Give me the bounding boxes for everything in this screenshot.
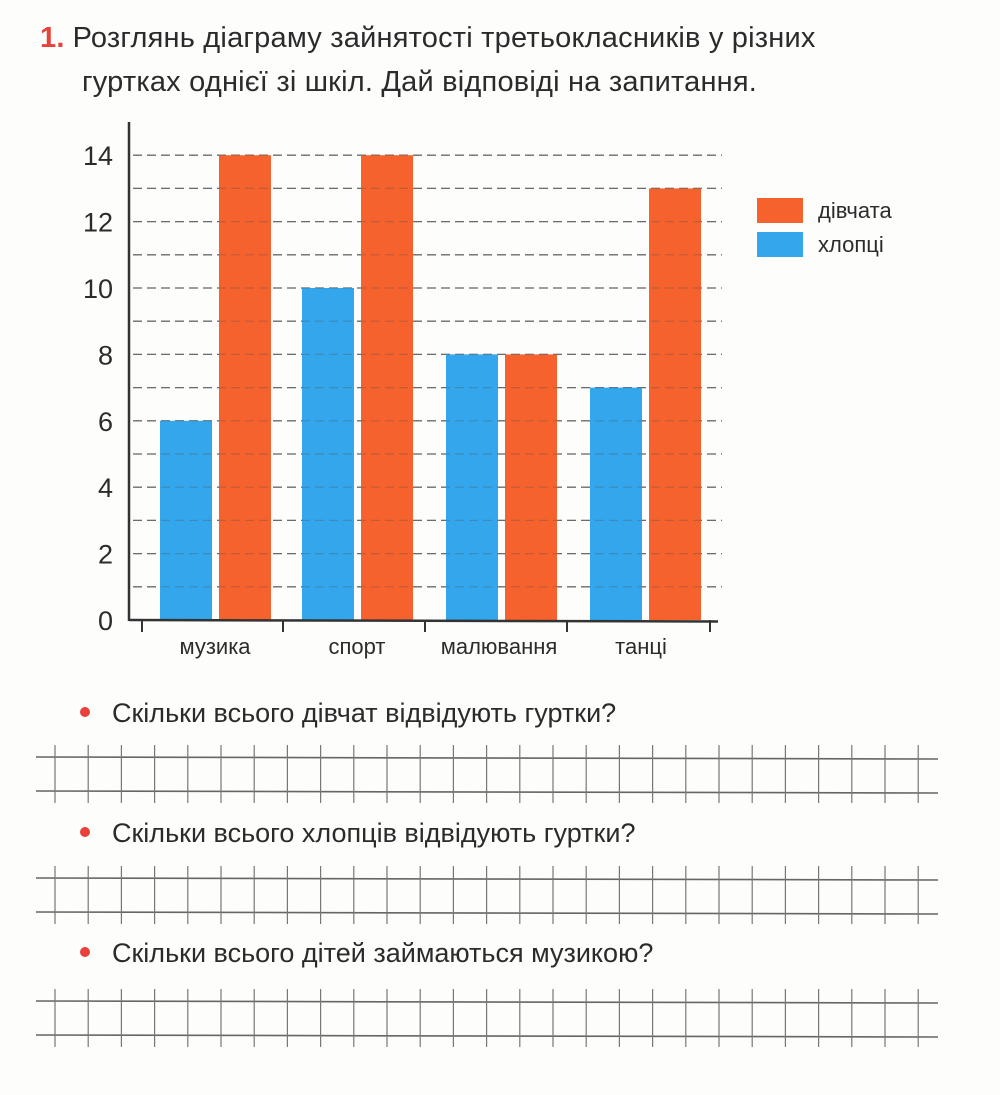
bar-girls-2 (505, 354, 557, 620)
task-text-line2: гуртках однієї зі шкіл. Дай відповіді на… (82, 66, 758, 98)
y-tick-label: 10 (83, 274, 113, 304)
bar-boys-1 (302, 288, 354, 620)
bar-boys-3 (590, 387, 642, 620)
legend-swatch (757, 198, 803, 223)
task-number: 1. (40, 22, 65, 54)
x-tick-label: музика (179, 634, 251, 659)
bullet-icon (80, 826, 90, 837)
y-tick-label: 6 (98, 407, 113, 437)
question-2: Скільки всього хлопців відвідують гуртки… (80, 815, 635, 851)
x-axis (128, 618, 719, 623)
bar-girls-1 (361, 155, 413, 620)
question-3: Скільки всього дітей займаються музикою? (80, 935, 653, 971)
y-tick-label: 2 (98, 540, 113, 570)
y-tick-label: 4 (98, 473, 113, 503)
bullet-icon (80, 706, 90, 717)
legend-label: хлопці (818, 232, 884, 257)
bar-boys-2 (446, 354, 498, 620)
bar-girls-3 (649, 188, 701, 620)
x-tick-label: танці (615, 634, 667, 659)
legend-swatch (757, 232, 803, 257)
bar-chart: музика спорт малювання танці 0 2 4 6 8 10 12 14 дівч… (83, 122, 892, 659)
y-tick-label: 0 (98, 606, 113, 636)
question-1: Скільки всього дівчат відвідують гуртки? (80, 695, 616, 731)
question-text: Скільки всього дітей займаються музикою? (112, 938, 654, 968)
x-tick-label: спорт (329, 634, 386, 659)
y-tick-label: 12 (83, 208, 113, 238)
y-tick-label: 14 (83, 141, 113, 171)
bar-boys-0 (160, 420, 212, 620)
legend-label: дівчата (818, 198, 892, 223)
x-tick-label: малювання (441, 634, 558, 659)
bullet-icon (80, 946, 90, 957)
question-text: Скільки всього хлопців відвідують гуртки… (112, 818, 636, 848)
task-text-line1: Розглянь діаграму зайнятості третьокласн… (72, 22, 816, 54)
task-statement: 1. Розглянь діаграму зайнятості третьокла… (40, 16, 960, 104)
question-text: Скільки всього дівчат відвідують гуртки? (112, 698, 617, 728)
bar-girls-0 (219, 155, 271, 620)
y-tick-label: 8 (98, 340, 113, 370)
